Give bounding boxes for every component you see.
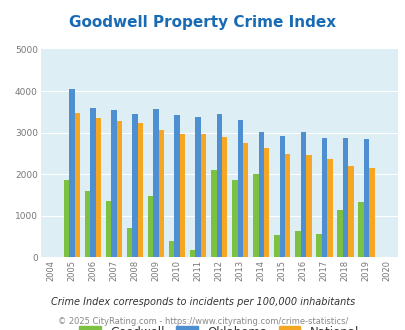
- Bar: [222, 137, 227, 257]
- Bar: [336, 210, 342, 257]
- Bar: [158, 130, 164, 257]
- Bar: [237, 120, 242, 257]
- Text: Goodwell Property Crime Index: Goodwell Property Crime Index: [69, 15, 336, 30]
- Text: © 2025 CityRating.com - https://www.cityrating.com/crime-statistics/: © 2025 CityRating.com - https://www.city…: [58, 317, 347, 326]
- Bar: [305, 155, 311, 257]
- Text: Crime Index corresponds to incidents per 100,000 inhabitants: Crime Index corresponds to incidents per…: [51, 297, 354, 307]
- Bar: [315, 234, 321, 257]
- Bar: [284, 154, 290, 257]
- Bar: [75, 113, 80, 257]
- Bar: [69, 89, 75, 257]
- Bar: [363, 139, 368, 257]
- Bar: [300, 132, 305, 257]
- Bar: [64, 181, 69, 257]
- Bar: [174, 115, 179, 257]
- Bar: [190, 250, 195, 257]
- Bar: [153, 109, 158, 257]
- Bar: [106, 201, 111, 257]
- Bar: [200, 134, 206, 257]
- Bar: [117, 121, 122, 257]
- Bar: [111, 110, 117, 257]
- Bar: [357, 202, 363, 257]
- Bar: [263, 148, 269, 257]
- Bar: [252, 174, 258, 257]
- Bar: [90, 108, 96, 257]
- Bar: [148, 196, 153, 257]
- Bar: [326, 159, 332, 257]
- Bar: [232, 181, 237, 257]
- Bar: [216, 115, 222, 257]
- Bar: [294, 231, 300, 257]
- Bar: [96, 118, 101, 257]
- Bar: [258, 132, 263, 257]
- Bar: [127, 228, 132, 257]
- Bar: [279, 136, 284, 257]
- Bar: [273, 235, 279, 257]
- Bar: [179, 134, 185, 257]
- Bar: [342, 138, 347, 257]
- Bar: [368, 168, 374, 257]
- Bar: [138, 123, 143, 257]
- Bar: [85, 191, 90, 257]
- Bar: [321, 138, 326, 257]
- Bar: [168, 241, 174, 257]
- Bar: [242, 143, 248, 257]
- Legend: Goodwell, Oklahoma, National: Goodwell, Oklahoma, National: [79, 326, 358, 330]
- Bar: [195, 117, 200, 257]
- Bar: [347, 166, 353, 257]
- Bar: [211, 170, 216, 257]
- Bar: [132, 114, 138, 257]
